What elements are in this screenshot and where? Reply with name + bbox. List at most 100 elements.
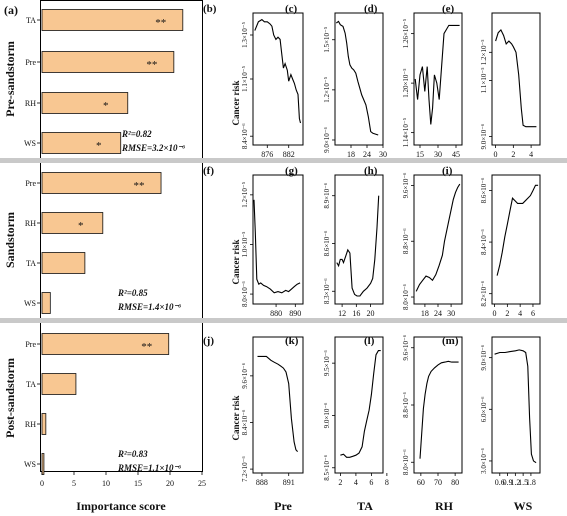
bar-category-label: TA xyxy=(26,259,36,268)
x-tick-label: 6 xyxy=(369,478,373,487)
y-tick-label: 8.3×10⁻⁶ xyxy=(323,278,331,304)
y-tick-label: 8.0×10⁻⁶ xyxy=(402,449,410,475)
panel-frame-3 xyxy=(491,12,541,146)
x-tick-label: 4 xyxy=(354,478,358,487)
y-tick-label: 9.0×10⁻⁶ xyxy=(323,402,331,428)
x-tick-label: 880 xyxy=(270,309,282,318)
bar-2-pre xyxy=(41,333,170,355)
x-tick-label: 1.8 xyxy=(526,478,536,487)
x-tick-label: 18 xyxy=(347,150,355,159)
y-tick-label: 8.0×10⁻⁶ xyxy=(241,281,249,307)
y-tick-label: 8.4×10⁻⁶ xyxy=(241,409,249,435)
series-line-9 xyxy=(340,350,381,458)
y-tick-label: 1.0×10⁻⁵ xyxy=(241,231,249,257)
panel-title: (m) xyxy=(442,335,459,347)
x-tick-label: 882 xyxy=(283,150,295,159)
r2-label-sandstorm: R²=0.85 xyxy=(117,288,148,298)
bar-category-label: RH xyxy=(25,99,36,108)
x-tick-label: 0 xyxy=(494,150,498,159)
x-tick-label: 2 xyxy=(338,478,342,487)
r2-label-post: R²=0.83 xyxy=(117,449,148,459)
chart-marks: TA ** Pre ** RH * WS * Pre ** RH * TA WS Pre ** TA RH WS 0 5… xyxy=(24,3,541,488)
y-tick-label: 1.1×10⁻⁵ xyxy=(480,67,488,93)
series-line-8 xyxy=(257,355,299,452)
x-tick-label: 6 xyxy=(531,309,535,318)
panel-frame-7 xyxy=(491,174,541,305)
rmse-label-sandstorm: RMSE=1.4×10⁻⁶ xyxy=(117,302,181,312)
column-label-pre: Pre xyxy=(274,499,292,513)
panel-title: (f) xyxy=(203,165,214,177)
section-label-sandstorm: Sandstorm xyxy=(3,212,17,268)
panel-frame-9 xyxy=(334,336,384,474)
y-tick-label: 9.5×10⁻⁶ xyxy=(323,350,331,376)
x-tick-label: 16 xyxy=(352,309,360,318)
y-tick-label: 6.0×10⁻⁶ xyxy=(480,396,488,422)
y-tick-label: 9.0×10⁻⁶ xyxy=(323,127,331,153)
bar-category-label: TA xyxy=(26,380,36,389)
x-tick-label: 8 xyxy=(385,478,389,487)
x-tick-label: 890 xyxy=(289,309,301,318)
bar-0-ta xyxy=(41,9,184,31)
section-label-post-sandstorm: Post-sandstorm xyxy=(3,358,17,438)
x-tick-label: 876 xyxy=(261,150,273,159)
significance-label: * xyxy=(78,220,84,232)
x-tick-label: 30 xyxy=(434,150,442,159)
bar-category-label: Pre xyxy=(25,179,36,188)
y-tick-label: 9.0×10⁻⁶ xyxy=(480,344,488,370)
y-tick-label: 8.9×10⁻⁶ xyxy=(323,182,331,208)
x-tick-label: 0 xyxy=(493,309,497,318)
y-tick-label: 1.2×10⁻⁵ xyxy=(241,181,249,207)
x-tick-label: 10 xyxy=(102,479,110,488)
x-tick-label: 60 xyxy=(417,478,425,487)
series-line-5 xyxy=(336,195,380,297)
section-label-pre-sandstorm: Pre-sandstorm xyxy=(3,41,17,117)
x-tick-label: 2 xyxy=(505,309,509,318)
y-tick-label: 9.0×10⁻⁶ xyxy=(480,123,488,149)
panel-frame-8 xyxy=(252,336,304,474)
y-tick-label: 9.6×10⁻⁶ xyxy=(402,172,410,198)
section-divider-1 xyxy=(0,158,567,163)
panel-title: (d) xyxy=(364,3,378,15)
y-tick-label: 1.5×10⁻⁵ xyxy=(323,26,331,52)
y-tick-label: 9.6×10⁻⁶ xyxy=(402,334,410,360)
y-tick-label: 7.2×10⁻⁶ xyxy=(241,456,249,482)
bar-0-pre xyxy=(41,51,175,73)
bar-1-ta xyxy=(41,252,86,274)
panel-frame-1 xyxy=(334,12,384,146)
x-tick-label: 891 xyxy=(283,478,295,487)
x-tick-label: 0.9 xyxy=(503,478,513,487)
y-tick-label: 1.1×10⁻⁵ xyxy=(241,66,249,92)
column-label-ws: WS xyxy=(514,499,533,513)
x-tick-label: 20 xyxy=(166,479,174,488)
y-tick-label: 8.5×10⁻⁶ xyxy=(323,454,331,480)
series-line-0 xyxy=(254,18,302,124)
significance-label: * xyxy=(96,140,102,152)
x-tick-label: 1.5 xyxy=(518,478,528,487)
series-line-7 xyxy=(496,184,539,276)
x-tick-label: 5 xyxy=(72,479,76,488)
x-tick-label: 20 xyxy=(367,309,375,318)
bar-1-pre xyxy=(41,172,162,194)
column-label-ta: TA xyxy=(357,499,373,513)
bar-0-ws xyxy=(41,132,122,154)
series-line-2 xyxy=(414,24,460,125)
panel-frame-5 xyxy=(334,174,384,305)
series-line-4 xyxy=(253,199,301,294)
x-tick-label: 4 xyxy=(518,309,522,318)
panel-title: (j) xyxy=(203,335,214,347)
y-tick-label: 1.2×10⁻⁵ xyxy=(323,76,331,102)
y-tick-label: 1.14×10⁻⁵ xyxy=(402,117,410,147)
x-tick-label: 25 xyxy=(198,479,206,488)
significance-label: ** xyxy=(134,180,145,192)
bar-2-rh xyxy=(41,413,47,435)
row-ylabel-1: Cancer risk xyxy=(231,80,241,125)
x-axis-label: Importance score xyxy=(76,499,166,513)
x-tick-label: 30 xyxy=(447,309,455,318)
panel-a-frame xyxy=(40,0,203,472)
significance-label: ** xyxy=(155,17,166,29)
row-ylabel-3: Cancer risk xyxy=(231,395,241,440)
significance-label: * xyxy=(103,100,109,112)
bar-category-label: RH xyxy=(25,420,36,429)
bar-0-rh xyxy=(41,92,129,114)
